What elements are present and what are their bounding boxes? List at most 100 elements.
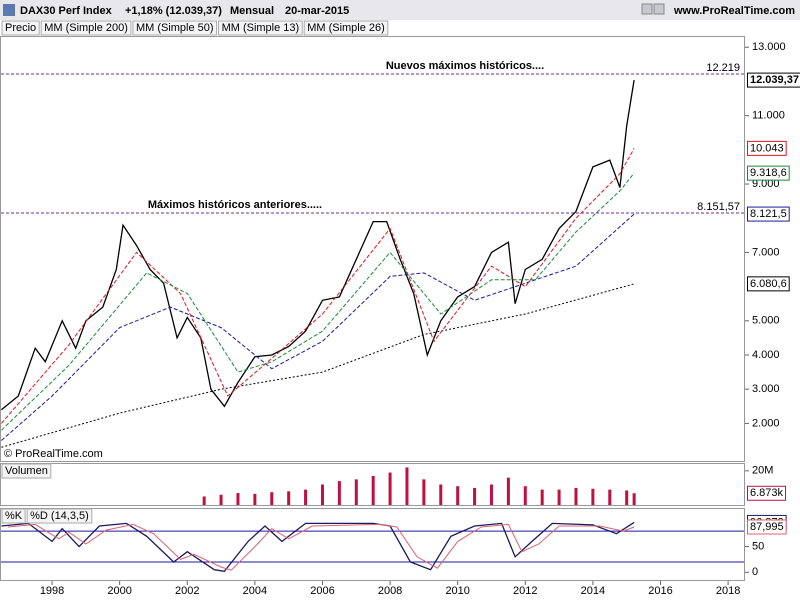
- annotation: Nuevos máximos históricos....: [386, 60, 544, 72]
- volume-bar: [489, 484, 493, 505]
- series-line: [1, 148, 635, 424]
- legend-entry: MM (Simple 200): [44, 22, 128, 34]
- volume-bar: [632, 493, 636, 505]
- last-value-box: [747, 276, 790, 292]
- volume-bar: [608, 489, 612, 505]
- legend-box: [26, 508, 93, 524]
- series-line: [1, 283, 635, 448]
- legend-entry: MM (Simple 13): [222, 22, 300, 34]
- last-value-box: [747, 519, 787, 535]
- volume-bar: [439, 484, 443, 505]
- series-line: [0, 79, 635, 411]
- legend-box: [303, 20, 389, 36]
- series-line: [1, 521, 635, 573]
- x-tick-label: 2000: [107, 585, 131, 597]
- volume-bar: [557, 489, 561, 505]
- legend-box: [40, 20, 132, 36]
- date: 20-mar-2015: [285, 5, 349, 17]
- y-tick-label: 5.000: [752, 315, 780, 327]
- volume-bar: [405, 467, 409, 505]
- volume-bar: [473, 487, 477, 505]
- y-tick-label: 50: [752, 540, 764, 552]
- volume-bar: [625, 490, 629, 505]
- volume-bar: [236, 493, 240, 505]
- change: +1,18% (12.039,37): [125, 5, 222, 17]
- header-bar: [0, 0, 800, 20]
- legend-entry: %K: [5, 510, 23, 522]
- last-value-box: [747, 140, 787, 156]
- volume-bar: [253, 493, 257, 505]
- site: www.ProRealTime.com: [673, 5, 795, 17]
- x-tick-label: 2008: [378, 585, 402, 597]
- y-tick-label: 9.000: [752, 178, 780, 190]
- series-line: [8, 523, 635, 571]
- y-tick-label: 3.000: [752, 383, 780, 395]
- volume-bar: [202, 496, 206, 505]
- last-value-box: [747, 485, 787, 501]
- price-panel: [0, 36, 745, 462]
- volume-bar: [270, 492, 274, 505]
- last-value-label: 8.121,5: [750, 208, 787, 220]
- y-tick-label: 7.000: [752, 246, 780, 258]
- volume-bar: [388, 472, 392, 505]
- x-tick-label: 2012: [513, 585, 537, 597]
- last-value-label: 6.080,6: [750, 278, 787, 290]
- stoch-panel: [0, 508, 745, 581]
- y-tick-label: 4.000: [752, 349, 780, 361]
- volume-bar: [371, 475, 375, 505]
- x-tick-label: 2018: [716, 585, 740, 597]
- y-tick-label: 20M: [752, 465, 773, 477]
- x-tick-label: 2010: [445, 585, 469, 597]
- volume-bar: [523, 486, 527, 505]
- y-tick-label: 2.000: [752, 417, 780, 429]
- volume-panel: [0, 463, 745, 506]
- volume-bar: [337, 481, 341, 505]
- series-line: [1, 172, 635, 431]
- x-tick-label: 2016: [648, 585, 672, 597]
- volume-bar: [320, 484, 324, 505]
- last-value-box: [747, 206, 790, 222]
- legend-box: [132, 20, 218, 36]
- volume-bar: [540, 489, 544, 505]
- last-value-label: 87,995: [750, 521, 784, 533]
- x-tick-label: 2006: [310, 585, 334, 597]
- legend-entry: MM (Simple 26): [307, 22, 385, 34]
- volume-bar: [422, 479, 426, 505]
- legend-box: [1, 508, 26, 524]
- instrument: DAX30 Perf Index: [20, 5, 113, 17]
- legend-entry: %D (14,3,5): [30, 510, 89, 522]
- legend-box: [218, 20, 303, 36]
- volume-bar: [456, 486, 460, 505]
- legend-entry: Volumen: [5, 465, 48, 477]
- series-line: [1, 213, 635, 441]
- y-tick-label: 0: [752, 566, 758, 578]
- volume-bar: [506, 477, 510, 505]
- volume-bar: [591, 488, 595, 505]
- volume-bar: [574, 487, 578, 505]
- last-value-label: 6.873k: [750, 487, 784, 499]
- window-button[interactable]: [653, 3, 665, 15]
- last-value-label: 10.043: [750, 142, 784, 154]
- menu-icon[interactable]: [3, 4, 15, 16]
- window-button[interactable]: [641, 3, 653, 15]
- last-value-label: 12.039,37: [750, 74, 799, 86]
- x-tick-label: 2014: [581, 585, 605, 597]
- y-tick-label: 13.000: [752, 41, 786, 53]
- legend-entry: MM (Simple 50): [136, 22, 214, 34]
- period: Mensual: [230, 5, 274, 17]
- y-tick-label: 11.000: [752, 110, 785, 122]
- volume-bar: [304, 489, 308, 505]
- last-value-box: [747, 72, 800, 88]
- legend-box: [1, 463, 52, 479]
- volume-bar: [219, 494, 223, 505]
- legend-box: [1, 20, 40, 36]
- legend-entry: Precio: [5, 22, 36, 34]
- last-value-box: [747, 165, 790, 181]
- annotation: Máximos históricos anteriores.....: [148, 199, 322, 211]
- level-label: 8.151,57: [697, 201, 740, 213]
- watermark: © ProRealTime.com: [4, 448, 103, 460]
- x-tick-label: 2004: [243, 585, 267, 597]
- volume-bar: [287, 491, 291, 505]
